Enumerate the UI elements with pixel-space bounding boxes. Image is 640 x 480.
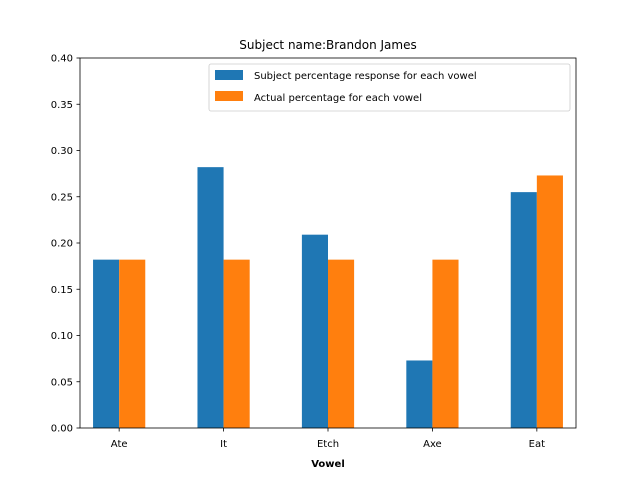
y-tick-label: 0.00 [51,424,73,435]
x-tick-label-it: It [220,439,227,450]
y-tick-label: 0.35 [51,100,73,111]
y-tick-label: 0.05 [51,377,73,388]
bar-actual-it [223,259,250,428]
y-axis: 0.00 0.05 0.10 0.15 0.20 0.25 0.30 0.35 0.40 [51,54,80,435]
x-tick-label-eat: Eat [529,439,545,450]
x-axis: Ate It Etch Axe Eat [111,428,545,450]
plot-frame [79,57,577,429]
chart-title: Subject name:Brandon James [239,38,416,52]
y-tick-label: 0.25 [51,192,73,203]
y-tick-label: 0.10 [51,331,73,342]
x-tick-label-ate: Ate [111,439,128,450]
bar-subject-axe [406,360,433,428]
legend-box [208,63,571,112]
bar-actual-eat [536,175,563,428]
bars-group [93,167,563,428]
bar-subject-ate [93,259,120,428]
y-tick-label: 0.40 [51,54,73,65]
y-tick-label: 0.15 [51,285,73,296]
legend: Subject percentage response for each vow… [208,63,571,112]
y-tick-label: 0.30 [51,146,73,157]
bar-subject-eat [510,192,537,428]
x-tick-label-axe: Axe [423,439,442,450]
legend-label-actual: Actual percentage for each vowel [254,93,422,104]
x-axis-label: Vowel [311,459,345,470]
legend-swatch-actual [215,91,243,101]
legend-swatch-subject [215,70,243,80]
y-tick-label: 0.20 [51,239,73,250]
x-tick-label-etch: Etch [317,439,339,450]
bar-actual-ate [119,259,146,428]
bar-actual-etch [328,259,355,428]
legend-label-subject: Subject percentage response for each vow… [254,71,477,82]
bar-subject-it [197,167,224,428]
bar-subject-etch [301,234,328,428]
bar-actual-axe [432,259,459,428]
